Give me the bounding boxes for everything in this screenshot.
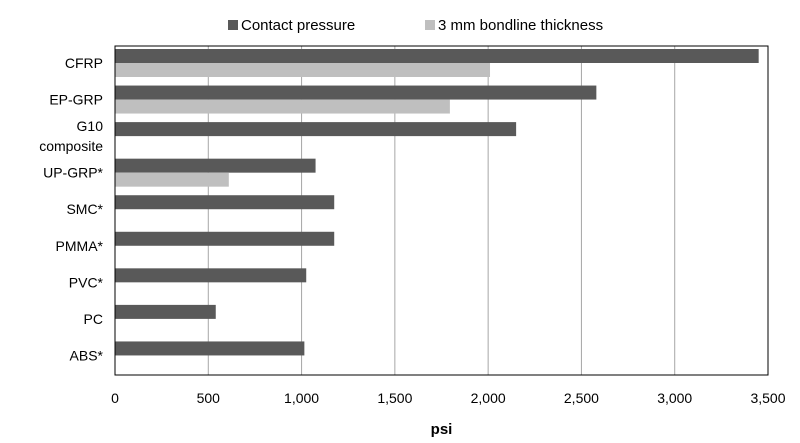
x-tick-label: 2,000 [471,390,506,406]
x-axis-title: psi [431,421,453,438]
bars [115,49,759,356]
x-tick-label: 2,500 [564,390,599,406]
bar-contact-pressure-cfrp [115,49,759,63]
x-tick-label: 500 [197,390,221,406]
plot-area-frame [114,45,769,376]
bar-contact-pressure-smc- [115,195,335,210]
category-label: PC [84,311,103,327]
category-labels: CFRP EP-GRP G10 composite UP-GRP* SMC* PMMA* PV… [39,55,103,363]
category-label: UP-GRP* [43,165,103,181]
bar-3-mm-bondline-thickness-ep-grp [115,99,450,114]
legend-swatch [228,20,238,30]
bar-3-mm-bondline-thickness-up-grp- [115,172,229,187]
bar-contact-pressure-pc [115,304,216,319]
category-label: G10 [77,118,104,134]
chart-legend: Contact pressure 3 mm bondline thickness [228,17,603,34]
x-tick-label: 0 [111,390,119,406]
bar-contact-pressure-g10-composite [115,122,517,137]
x-tick-label: 3,500 [750,390,785,406]
x-tick-label: 1,000 [284,390,319,406]
bar-3-mm-bondline-thickness-cfrp [115,63,491,77]
legend-label: Contact pressure [241,17,355,34]
category-label: PMMA* [56,238,104,254]
legend-label: 3 mm bondline thickness [438,17,603,34]
legend-swatch [425,20,435,30]
bar-contact-pressure-pvc- [115,268,307,283]
category-label: PVC* [69,274,104,290]
bar-contact-pressure-ep-grp [115,85,597,100]
category-label: composite [39,138,103,154]
category-label: SMC* [66,201,103,217]
x-tick-labels: 0 500 1,000 1,500 2,000 2,500 3,000 3,500 [111,390,786,406]
category-label: EP-GRP [49,92,103,108]
x-tick-label: 1,500 [377,390,412,406]
bar-contact-pressure-up-grp- [115,158,316,173]
x-tick-label: 3,000 [657,390,692,406]
category-label: CFRP [65,55,103,71]
bar-contact-pressure-pmma- [115,231,335,246]
category-label: ABS* [70,347,104,363]
bar-contact-pressure-abs- [115,341,305,356]
